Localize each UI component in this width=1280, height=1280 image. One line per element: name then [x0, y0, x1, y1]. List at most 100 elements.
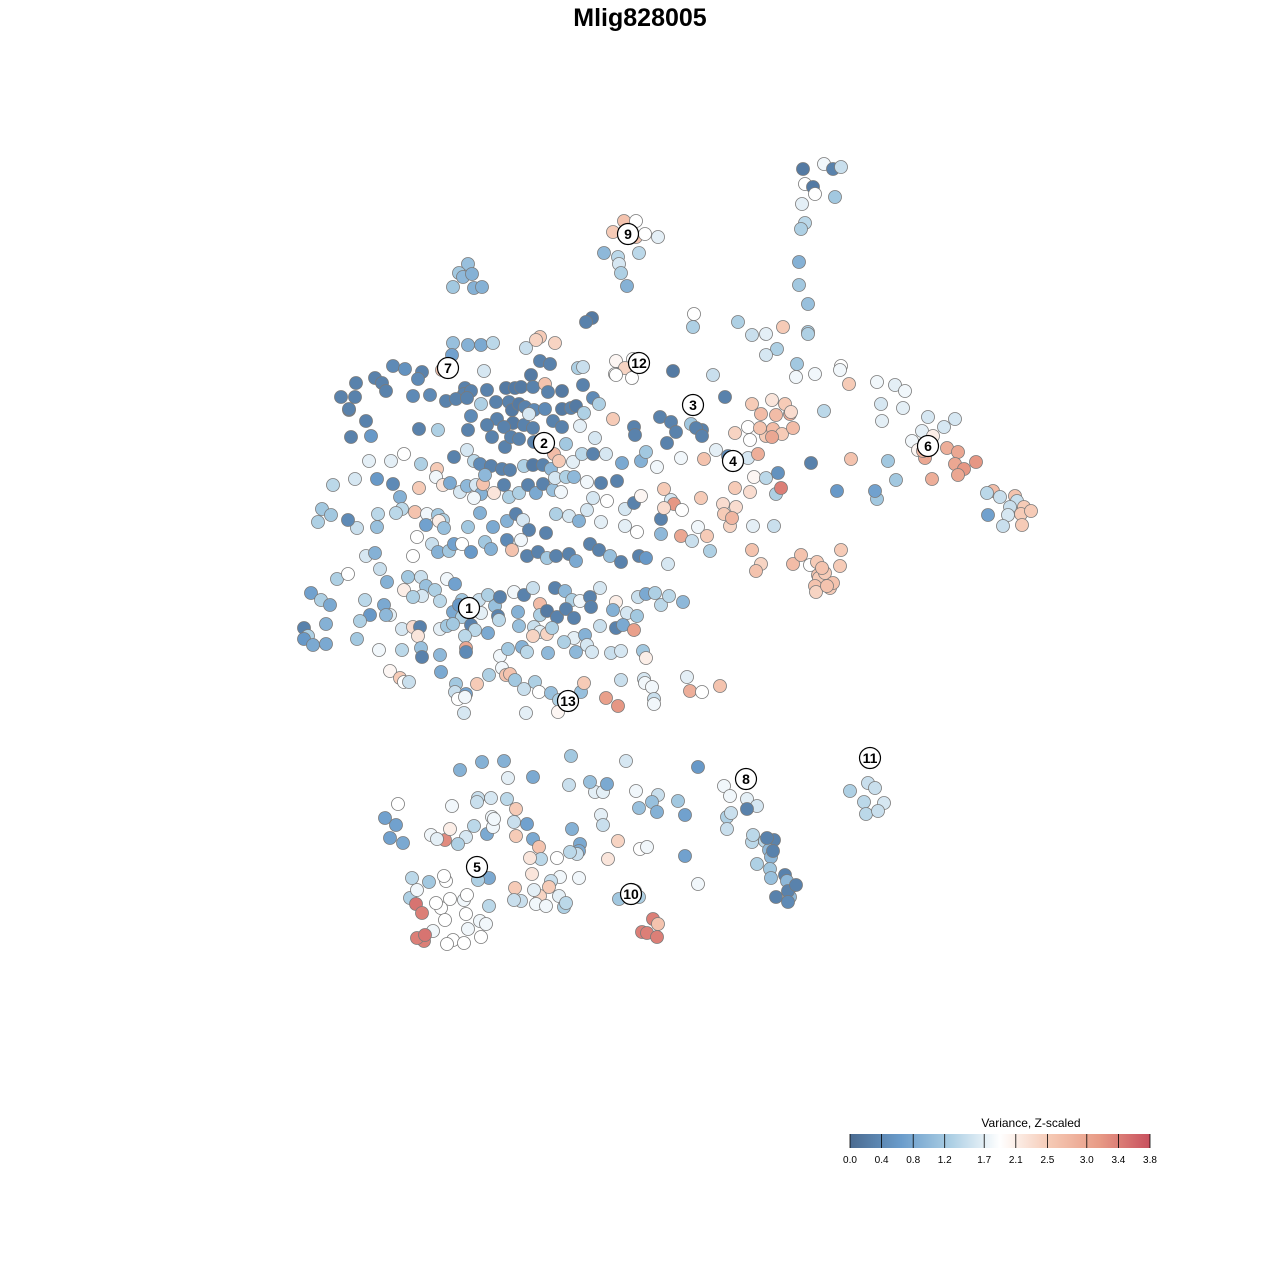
data-point — [438, 913, 452, 927]
data-point — [647, 697, 661, 711]
data-point — [370, 520, 384, 534]
data-point — [512, 486, 526, 500]
data-point — [380, 575, 394, 589]
data-point — [557, 635, 571, 649]
data-point — [572, 871, 586, 885]
data-point — [759, 471, 773, 485]
data-point — [792, 255, 806, 269]
data-point — [489, 395, 503, 409]
data-point — [577, 406, 591, 420]
data-point — [566, 455, 580, 469]
data-point — [580, 503, 594, 517]
data-point — [611, 699, 625, 713]
data-point — [453, 763, 467, 777]
data-point — [746, 519, 760, 533]
data-point — [695, 429, 709, 443]
data-point — [555, 384, 569, 398]
data-point — [364, 429, 378, 443]
data-point — [415, 906, 429, 920]
data-point — [437, 869, 451, 883]
data-point — [676, 595, 690, 609]
data-point — [486, 336, 500, 350]
data-point — [723, 789, 737, 803]
data-point — [790, 357, 804, 371]
cluster-label-text: 5 — [473, 859, 481, 875]
data-point — [484, 542, 498, 556]
data-point — [479, 917, 493, 931]
data-point — [844, 452, 858, 466]
data-point — [834, 543, 848, 557]
data-point — [801, 297, 815, 311]
data-point — [422, 875, 436, 889]
data-point — [459, 907, 473, 921]
data-point — [683, 684, 697, 698]
cluster-label-text: 3 — [689, 397, 697, 413]
data-point — [870, 375, 884, 389]
data-point — [437, 521, 451, 535]
data-point — [741, 420, 755, 434]
data-point — [363, 608, 377, 622]
cluster-label-badge — [616, 222, 640, 246]
data-point — [362, 454, 376, 468]
data-point — [694, 491, 708, 505]
data-point — [620, 279, 634, 293]
data-point — [948, 412, 962, 426]
data-point — [645, 680, 659, 694]
data-point — [586, 491, 600, 505]
data-point — [579, 315, 593, 329]
data-point — [412, 481, 426, 495]
data-point — [606, 412, 620, 426]
data-point — [597, 246, 611, 260]
data-point — [555, 420, 569, 434]
data-point — [969, 455, 983, 469]
cluster-label: 8 — [734, 767, 758, 791]
data-point — [536, 477, 550, 491]
data-point — [526, 629, 540, 643]
data-point — [925, 472, 939, 486]
data-point — [594, 515, 608, 529]
legend-tick-label: 2.5 — [1040, 1155, 1054, 1166]
data-point — [492, 613, 506, 627]
data-point — [743, 485, 757, 499]
data-point — [834, 160, 848, 174]
cluster-label: 10 — [619, 882, 643, 906]
data-point — [661, 557, 675, 571]
cluster-label-text: 13 — [560, 693, 576, 709]
data-point — [460, 391, 474, 405]
data-point — [567, 470, 581, 484]
data-point — [532, 685, 546, 699]
data-point — [747, 470, 761, 484]
data-point — [833, 559, 847, 573]
data-point — [415, 650, 429, 664]
data-point — [468, 623, 482, 637]
data-point — [794, 222, 808, 236]
data-point — [770, 342, 784, 356]
data-point — [828, 190, 842, 204]
cluster-label-badge — [858, 746, 882, 770]
data-point — [500, 792, 514, 806]
data-point — [423, 388, 437, 402]
data-point — [769, 890, 783, 904]
data-point — [691, 877, 705, 891]
data-point — [614, 555, 628, 569]
data-point — [516, 513, 530, 527]
data-point — [391, 797, 405, 811]
cluster-label: 4 — [721, 449, 745, 473]
data-point — [447, 450, 461, 464]
data-point — [324, 508, 338, 522]
data-point — [525, 867, 539, 881]
data-point — [514, 380, 528, 394]
data-point — [875, 414, 889, 428]
data-point — [786, 557, 800, 571]
data-point — [691, 760, 705, 774]
data-point — [559, 437, 573, 451]
data-point — [514, 533, 528, 547]
data-point — [478, 468, 492, 482]
data-point — [348, 472, 362, 486]
data-point — [323, 598, 337, 612]
data-point — [406, 549, 420, 563]
data-point — [599, 691, 613, 705]
data-point — [395, 643, 409, 657]
data-point — [455, 537, 469, 551]
cluster-label: 1 — [457, 596, 481, 620]
